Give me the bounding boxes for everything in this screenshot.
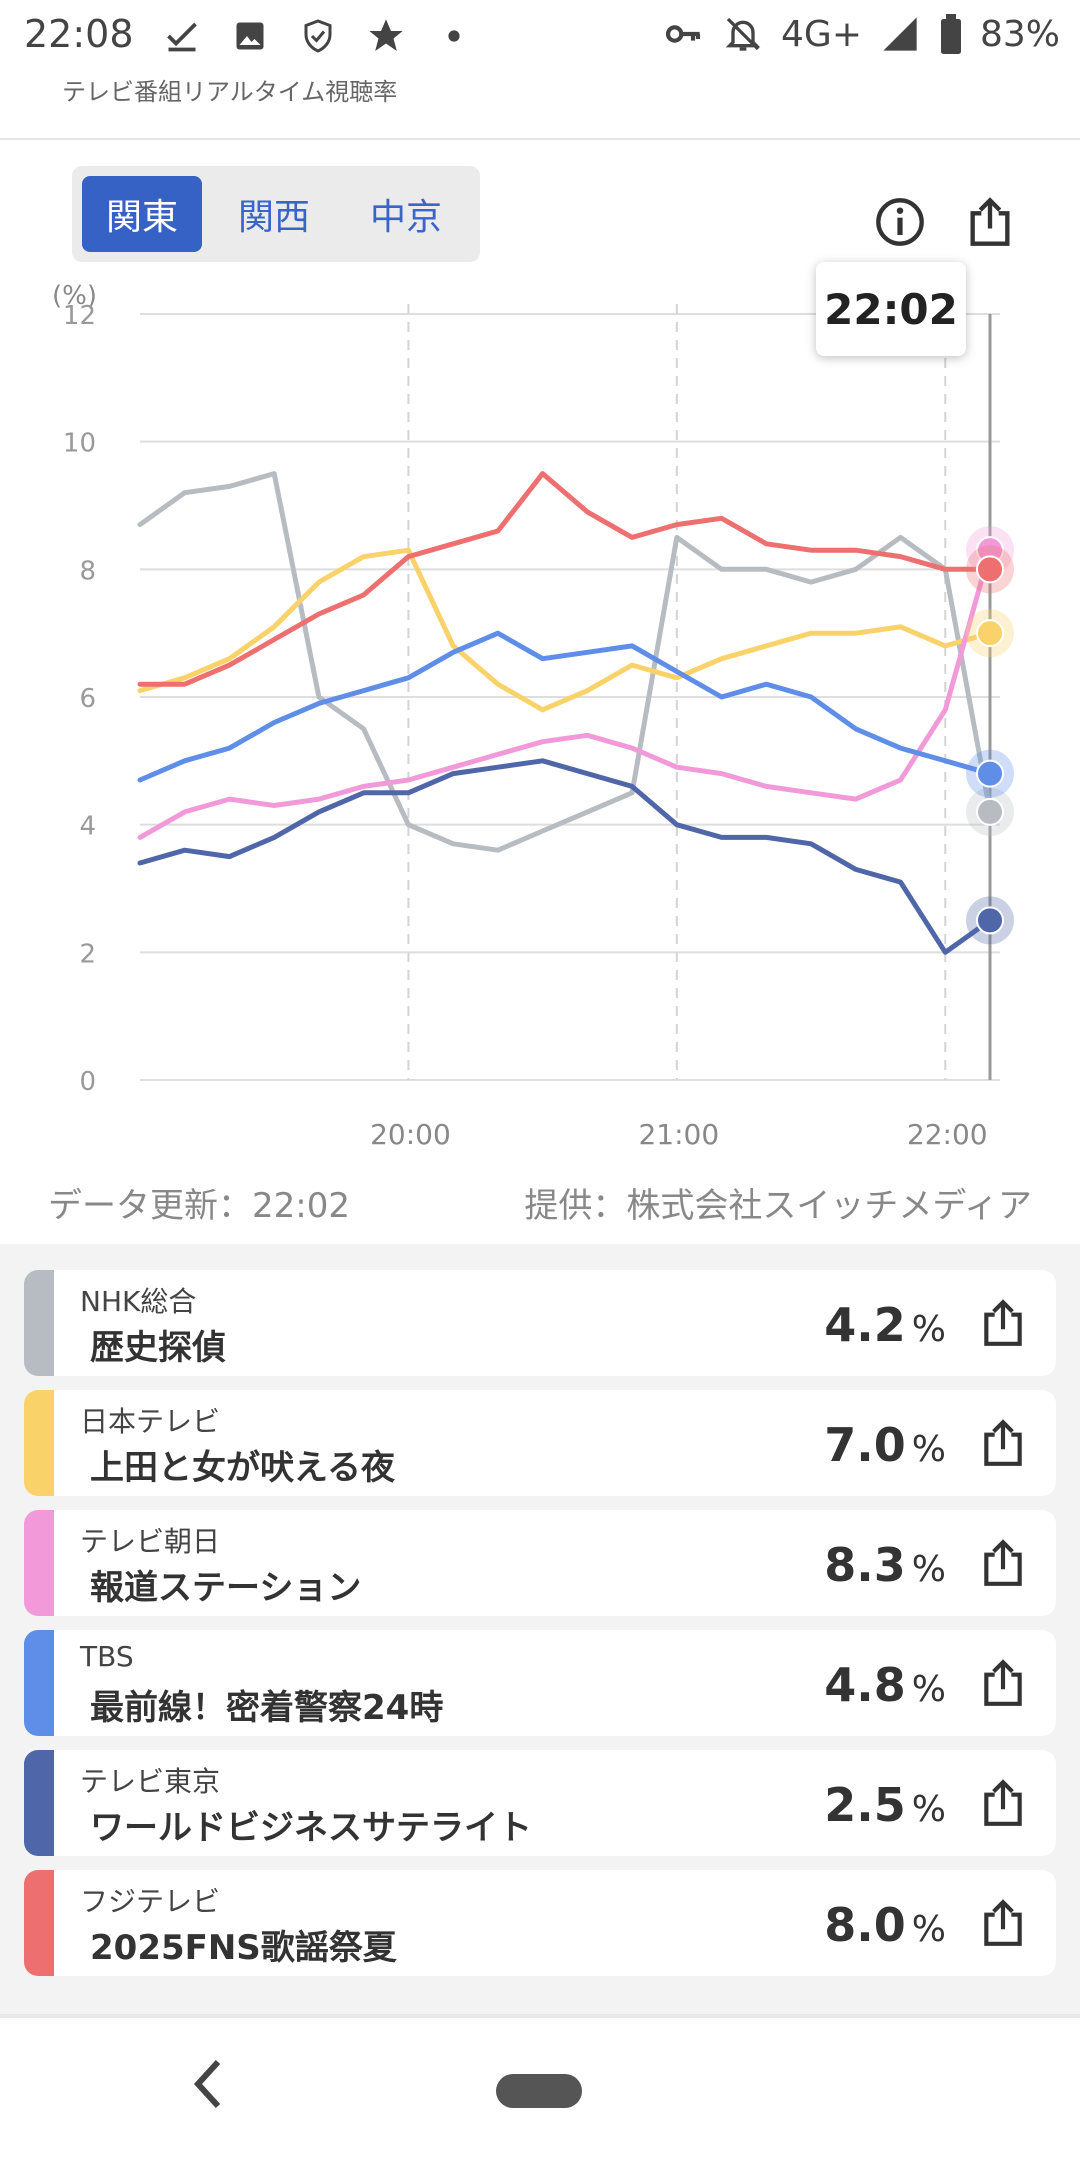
program-title: 最前線！密着警察24時 — [90, 1688, 444, 1728]
end-marker — [976, 797, 1004, 826]
program-title: 上田と女が吠える夜 — [90, 1448, 395, 1488]
star-icon — [364, 14, 408, 58]
data-provider: 提供：株式会社スイッチメディア — [524, 1186, 1032, 1226]
shield-icon — [296, 14, 340, 58]
end-marker — [976, 759, 1004, 788]
x-tick-label: 20:00 — [370, 1118, 451, 1151]
share-icon[interactable] — [978, 1298, 1028, 1348]
series-line — [137, 471, 993, 853]
home-pill[interactable] — [496, 2074, 582, 2108]
download-done-icon — [160, 14, 204, 58]
rating-card-nhk[interactable]: NHK総合 歴史探偵 4.2% — [24, 1270, 1056, 1376]
dot-icon — [432, 14, 476, 58]
rating-card-tv-tokyo[interactable]: テレビ東京 ワールドビジネスサテライト 2.5% — [24, 1750, 1056, 1856]
program-title: 2025FNS歌謡祭夏 — [90, 1928, 397, 1968]
y-tick-label: 8 — [79, 556, 96, 586]
channel-color-bar — [24, 1390, 54, 1496]
rating-value: 2.5% — [824, 1778, 946, 1832]
channel-color-bar — [24, 1270, 54, 1376]
end-marker — [976, 906, 1004, 935]
rating-value: 4.2% — [824, 1298, 946, 1352]
share-icon[interactable] — [978, 1418, 1028, 1468]
app-title: テレビ番組リアルタイム視聴率 — [62, 78, 398, 106]
tab-kansai[interactable]: 関西 — [237, 197, 310, 238]
time-tooltip: 22:02 — [816, 262, 966, 356]
header-divider — [0, 138, 1080, 140]
share-icon[interactable] — [978, 1898, 1028, 1948]
battery-percent: 83% — [979, 13, 1060, 55]
status-time: 22:08 — [24, 12, 134, 56]
battery-icon — [938, 12, 964, 56]
rating-card-ntv[interactable]: 日本テレビ 上田と女が吠える夜 7.0% — [24, 1390, 1056, 1496]
rating-card-fuji-tv[interactable]: フジテレビ 2025FNS歌謡祭夏 8.0% — [24, 1870, 1056, 1976]
rating-card-tv-asahi[interactable]: テレビ朝日 報道ステーション 8.3% — [24, 1510, 1056, 1616]
data-updated: データ更新：22:02 — [48, 1186, 350, 1226]
y-axis-label: (%) — [52, 281, 97, 311]
channel-color-bar — [24, 1630, 54, 1736]
rating-value: 4.8% — [824, 1658, 946, 1712]
channel-name: TBS — [80, 1640, 134, 1673]
y-tick-label: 10 — [63, 429, 96, 459]
share-icon[interactable] — [978, 1778, 1028, 1828]
series-line — [137, 547, 993, 840]
image-icon — [228, 14, 272, 58]
series-line — [137, 547, 993, 713]
ratings-list: NHK総合 歴史探偵 4.2% 日本テレビ 上田と女が吠える夜 7.0% テレビ… — [0, 1244, 1080, 2014]
channel-name: 日本テレビ — [80, 1405, 221, 1438]
bell-off-icon — [721, 12, 765, 56]
network-type: 4G+ — [781, 13, 862, 55]
navigation-bar — [0, 2014, 1080, 2160]
series-line — [137, 471, 993, 687]
rating-value: 7.0% — [824, 1418, 946, 1472]
signal-icon — [878, 12, 922, 56]
channel-color-bar — [24, 1750, 54, 1856]
end-marker — [976, 555, 1004, 584]
y-tick-label: 12 — [63, 301, 96, 331]
rating-card-tbs[interactable]: TBS 最前線！密着警察24時 4.8% — [24, 1630, 1056, 1736]
region-tabs: 関東 関西 中京 — [72, 166, 480, 262]
y-tick-label: 6 — [79, 684, 96, 714]
tab-kanto[interactable]: 関東 — [82, 176, 202, 252]
y-tick-label: 0 — [79, 1067, 96, 1097]
series-line — [137, 630, 993, 783]
share-icon[interactable] — [978, 1538, 1028, 1588]
info-icon[interactable] — [872, 194, 928, 250]
chart-toolbar — [872, 194, 1018, 250]
program-title: 報道ステーション — [90, 1568, 362, 1608]
tab-chukyo[interactable]: 中京 — [369, 197, 442, 238]
channel-name: NHK総合 — [80, 1285, 197, 1318]
channel-name: フジテレビ — [80, 1885, 221, 1918]
x-tick-label: 22:00 — [907, 1118, 988, 1151]
system-status: 4G+ 83% — [661, 12, 1060, 56]
end-marker — [976, 619, 1004, 648]
channel-name: テレビ朝日 — [80, 1525, 221, 1558]
key-icon — [661, 12, 705, 56]
y-tick-label: 2 — [79, 939, 96, 969]
share-icon[interactable] — [978, 1658, 1028, 1708]
program-title: ワールドビジネスサテライト — [90, 1808, 532, 1848]
back-icon[interactable] — [186, 2054, 230, 2114]
series-line — [137, 758, 993, 955]
share-icon[interactable] — [962, 194, 1018, 250]
program-title: 歴史探偵 — [90, 1328, 226, 1368]
rating-value: 8.3% — [824, 1538, 946, 1592]
x-tick-label: 21:00 — [638, 1118, 719, 1151]
notification-icons — [160, 14, 476, 58]
channel-name: テレビ東京 — [80, 1765, 221, 1798]
channel-color-bar — [24, 1870, 54, 1976]
y-tick-label: 4 — [79, 812, 96, 842]
status-bar: 22:08 4G+ 83% — [0, 0, 1080, 70]
rating-value: 8.0% — [824, 1898, 946, 1952]
rating-chart[interactable]: (%) 0 2 4 6 8 10 12 20:00 21:00 22:00 — [0, 270, 1080, 1170]
channel-color-bar — [24, 1510, 54, 1616]
